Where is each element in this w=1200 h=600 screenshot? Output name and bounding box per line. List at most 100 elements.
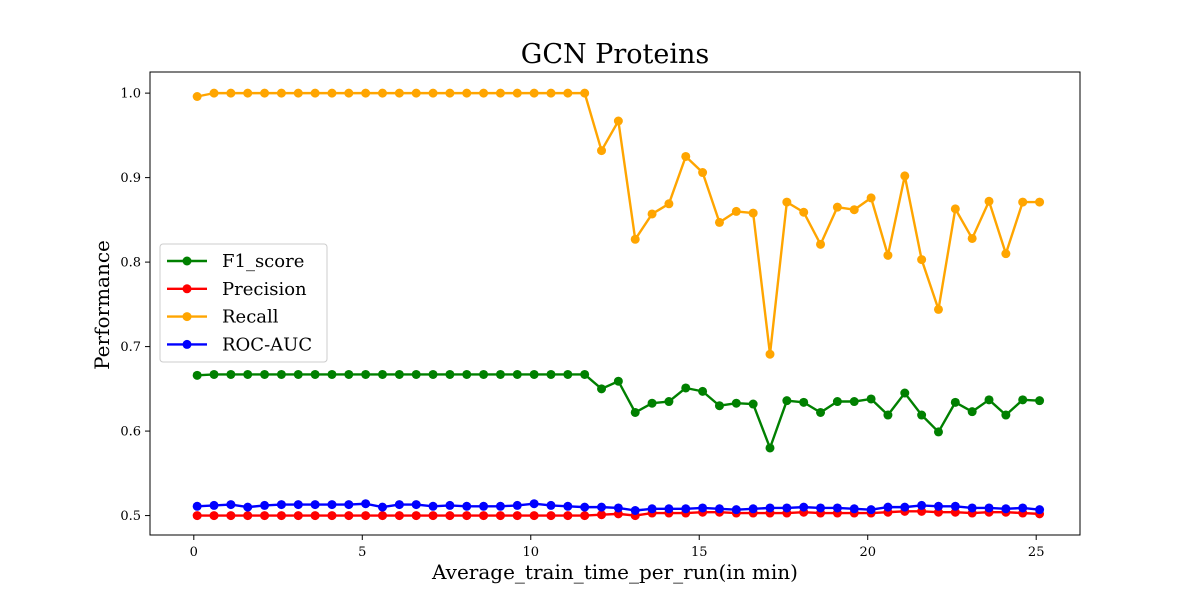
data-point-recall (933, 304, 943, 314)
data-point-f1-score (529, 369, 539, 379)
data-point-f1-score (394, 369, 404, 379)
data-point-precision (378, 511, 387, 521)
legend-label-precision: Precision (222, 279, 307, 300)
data-point-roc-auc (310, 500, 320, 510)
data-point-recall (1035, 197, 1045, 207)
data-point-recall (883, 250, 893, 260)
plot-area (149, 71, 1081, 536)
data-point-f1-score (378, 369, 387, 379)
legend-marker-precision (182, 284, 192, 294)
y-axis-label: Performance (90, 240, 114, 370)
data-point-recall (731, 206, 741, 216)
series-points-f1-score (192, 369, 1045, 453)
data-point-recall (900, 171, 910, 181)
data-point-recall (748, 208, 758, 218)
data-point-f1-score (411, 369, 421, 379)
data-point-precision (361, 511, 371, 521)
legend-marker-f1-score (182, 256, 192, 266)
x-tick-label: 20 (859, 545, 876, 560)
series-points (192, 88, 1045, 521)
data-point-recall (512, 88, 522, 98)
data-point-roc-auc (209, 500, 219, 510)
data-point-roc-auc (816, 503, 826, 513)
data-point-roc-auc (394, 500, 404, 510)
data-point-f1-score (630, 407, 640, 417)
data-point-recall (866, 193, 876, 203)
data-point-f1-score (681, 383, 691, 393)
data-point-roc-auc (512, 500, 522, 510)
data-point-precision (209, 511, 219, 521)
data-point-f1-score (512, 369, 522, 379)
data-point-f1-score (900, 388, 910, 398)
data-point-roc-auc (1018, 503, 1028, 513)
data-point-roc-auc (563, 501, 573, 511)
data-point-f1-score (495, 369, 505, 379)
data-point-f1-score (563, 369, 573, 379)
data-point-precision (394, 511, 404, 521)
data-point-precision (462, 511, 472, 521)
data-point-f1-score (984, 395, 994, 405)
data-point-recall (445, 88, 455, 98)
series-points-roc-auc (192, 499, 1045, 515)
data-point-recall (765, 349, 775, 359)
data-point-f1-score (1035, 396, 1045, 406)
data-point-precision (327, 511, 337, 521)
data-point-f1-score (782, 396, 792, 406)
data-point-precision (580, 511, 590, 521)
data-point-roc-auc (293, 500, 303, 510)
y-tick-label: 1.0 (120, 87, 141, 102)
data-point-recall (597, 146, 607, 156)
legend-entry-f1-score: F1_score (167, 251, 304, 272)
data-point-roc-auc (630, 506, 640, 515)
data-point-f1-score (883, 410, 893, 420)
data-point-roc-auc (580, 502, 590, 512)
x-tick-label: 5 (358, 545, 366, 560)
data-point-recall (361, 88, 371, 98)
data-point-recall (293, 88, 303, 98)
data-point-roc-auc (597, 502, 607, 512)
data-point-recall (1018, 197, 1028, 207)
data-point-roc-auc (681, 504, 691, 514)
data-point-roc-auc (462, 501, 472, 511)
data-point-recall (479, 88, 489, 98)
data-point-roc-auc (428, 501, 438, 511)
x-tick-label: 10 (522, 545, 539, 560)
data-point-roc-auc (445, 500, 455, 510)
data-point-f1-score (866, 394, 876, 404)
data-point-recall (1001, 249, 1011, 259)
y-tick-label: 0.8 (120, 256, 141, 271)
data-point-recall (529, 88, 539, 98)
data-point-f1-score (428, 369, 438, 379)
data-point-precision (563, 511, 573, 521)
data-point-recall (394, 88, 404, 98)
data-point-recall (378, 88, 387, 98)
legend-label-recall: Recall (222, 307, 279, 328)
data-point-precision (411, 511, 421, 521)
data-point-roc-auc (866, 505, 876, 515)
data-point-f1-score (260, 369, 270, 379)
data-point-precision (529, 511, 539, 521)
data-point-f1-score (731, 398, 741, 408)
data-point-recall (832, 202, 842, 212)
data-point-roc-auc (1001, 504, 1011, 514)
data-point-precision (445, 511, 455, 521)
data-point-roc-auc (714, 504, 724, 514)
data-point-roc-auc (361, 499, 371, 509)
data-point-recall (967, 233, 977, 243)
data-point-precision (512, 511, 522, 521)
data-point-roc-auc (327, 500, 337, 510)
data-point-roc-auc (900, 502, 910, 512)
data-point-f1-score (445, 369, 455, 379)
data-point-roc-auc (260, 500, 270, 510)
data-point-f1-score (1001, 410, 1011, 420)
data-point-precision (226, 511, 236, 521)
data-point-f1-score (950, 397, 960, 407)
data-point-f1-score (1018, 395, 1028, 405)
data-point-recall (950, 204, 960, 214)
data-point-recall (209, 88, 219, 98)
chart-title: GCN Proteins (521, 39, 709, 70)
data-point-recall (276, 88, 286, 98)
data-point-recall (816, 239, 826, 249)
data-point-f1-score (479, 369, 489, 379)
